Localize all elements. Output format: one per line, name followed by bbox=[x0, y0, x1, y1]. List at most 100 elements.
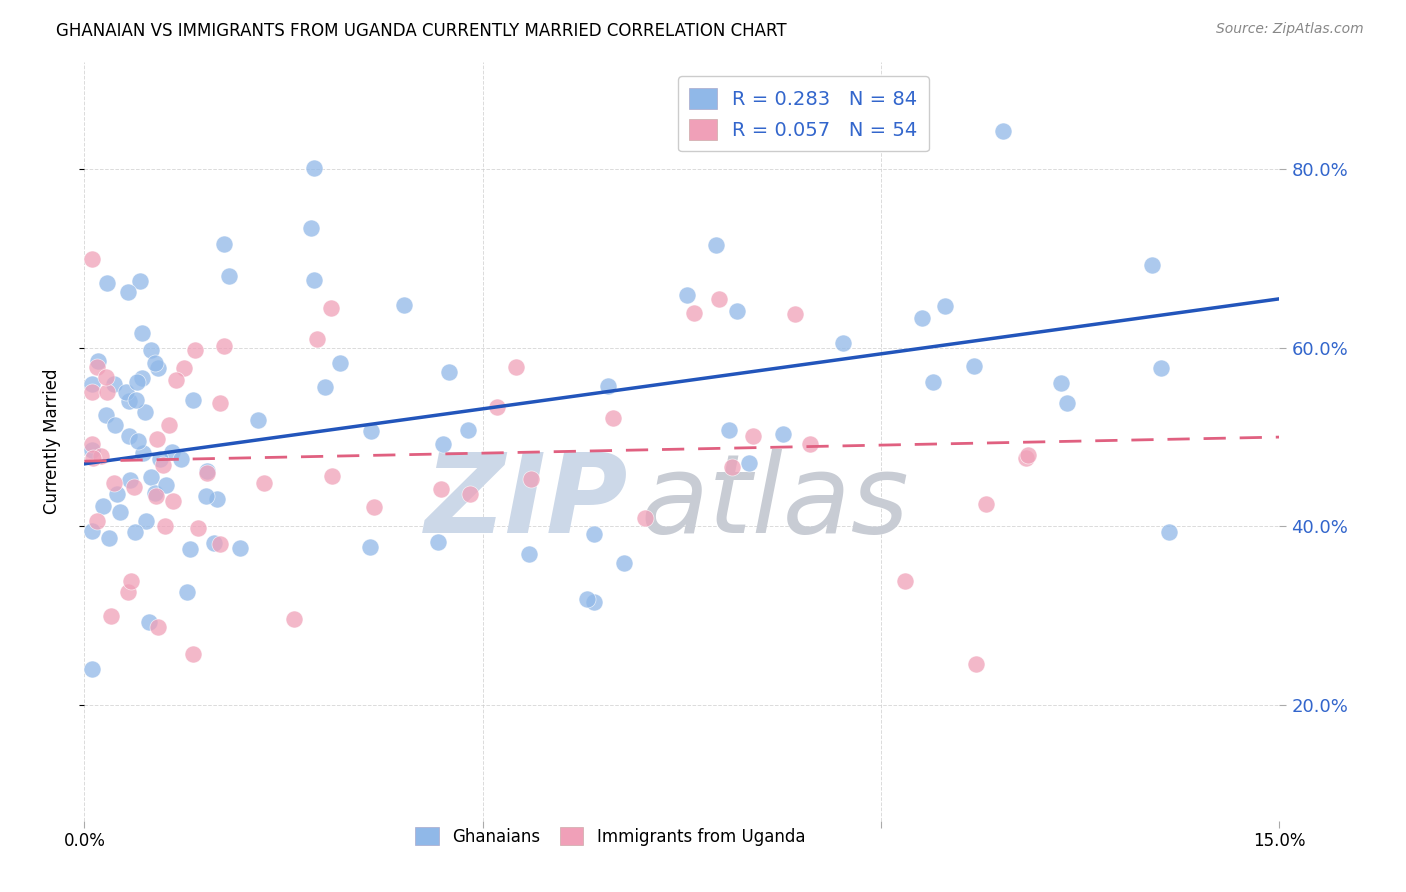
Point bbox=[82, 443, 104, 458]
Point bbox=[134, 404, 156, 418]
Point bbox=[1015, 450, 1038, 465]
Point bbox=[831, 336, 853, 351]
Point bbox=[162, 494, 184, 508]
Point bbox=[153, 519, 176, 533]
Point bbox=[202, 536, 225, 550]
Point bbox=[115, 385, 138, 400]
Point bbox=[148, 360, 170, 375]
Point bbox=[117, 429, 139, 443]
Point bbox=[965, 657, 987, 671]
Point bbox=[169, 451, 191, 466]
Point bbox=[146, 620, 169, 634]
Point bbox=[718, 423, 741, 437]
Legend: Ghanaians, Immigrants from Uganda: Ghanaians, Immigrants from Uganda bbox=[406, 819, 814, 854]
Point bbox=[721, 460, 744, 475]
Point bbox=[125, 376, 148, 390]
Point bbox=[155, 478, 177, 492]
Point bbox=[505, 360, 527, 375]
Point bbox=[181, 647, 204, 661]
Point bbox=[991, 124, 1014, 138]
Point bbox=[314, 380, 336, 394]
Point bbox=[86, 359, 108, 374]
Point bbox=[90, 450, 112, 464]
Point bbox=[209, 396, 232, 410]
Point bbox=[139, 469, 162, 483]
Point bbox=[772, 426, 794, 441]
Point bbox=[394, 298, 416, 312]
Point bbox=[359, 541, 381, 555]
Point bbox=[218, 268, 240, 283]
Point bbox=[319, 301, 342, 316]
Point bbox=[93, 500, 115, 514]
Point bbox=[82, 662, 104, 676]
Point bbox=[582, 527, 605, 541]
Point bbox=[143, 356, 166, 370]
Point bbox=[432, 437, 454, 451]
Point bbox=[922, 376, 945, 390]
Point bbox=[205, 492, 228, 507]
Point bbox=[962, 359, 984, 373]
Point bbox=[86, 514, 108, 528]
Point bbox=[179, 541, 201, 556]
Point bbox=[124, 392, 146, 407]
Point bbox=[253, 475, 276, 490]
Point bbox=[82, 385, 104, 400]
Point bbox=[105, 487, 128, 501]
Point bbox=[1140, 258, 1163, 272]
Point bbox=[82, 524, 104, 539]
Point bbox=[1017, 448, 1039, 462]
Point bbox=[363, 500, 385, 514]
Point bbox=[135, 514, 157, 528]
Y-axis label: Currently Married: Currently Married bbox=[42, 368, 60, 515]
Point bbox=[911, 310, 934, 325]
Point bbox=[160, 445, 183, 459]
Point bbox=[208, 537, 231, 551]
Point bbox=[96, 370, 118, 384]
Point bbox=[1150, 360, 1173, 375]
Point bbox=[184, 343, 207, 357]
Point bbox=[132, 446, 155, 460]
Point bbox=[430, 482, 453, 496]
Point bbox=[575, 591, 598, 606]
Point bbox=[100, 609, 122, 624]
Point bbox=[82, 437, 104, 451]
Point bbox=[194, 489, 217, 503]
Point bbox=[321, 469, 343, 483]
Point bbox=[96, 409, 118, 423]
Point bbox=[613, 557, 636, 571]
Point bbox=[583, 595, 606, 609]
Point bbox=[283, 612, 305, 626]
Point bbox=[738, 456, 761, 470]
Point bbox=[131, 326, 153, 340]
Point bbox=[520, 472, 543, 486]
Point bbox=[783, 307, 806, 321]
Text: Source: ZipAtlas.com: Source: ZipAtlas.com bbox=[1216, 22, 1364, 37]
Text: atlas: atlas bbox=[640, 449, 908, 556]
Point bbox=[117, 285, 139, 299]
Point bbox=[131, 371, 153, 385]
Point bbox=[173, 360, 195, 375]
Text: GHANAIAN VS IMMIGRANTS FROM UGANDA CURRENTLY MARRIED CORRELATION CHART: GHANAIAN VS IMMIGRANTS FROM UGANDA CURRE… bbox=[56, 22, 787, 40]
Point bbox=[741, 429, 763, 443]
Point bbox=[214, 338, 236, 352]
Point bbox=[634, 511, 657, 525]
Point bbox=[145, 490, 167, 504]
Point bbox=[704, 238, 727, 252]
Point bbox=[96, 384, 118, 399]
Point bbox=[104, 417, 127, 432]
Point bbox=[139, 343, 162, 358]
Point bbox=[138, 615, 160, 629]
Point bbox=[676, 288, 699, 302]
Point bbox=[103, 476, 125, 491]
Point bbox=[214, 237, 236, 252]
Point bbox=[302, 161, 325, 176]
Point bbox=[145, 432, 167, 446]
Point bbox=[596, 379, 619, 393]
Point bbox=[159, 417, 181, 432]
Point bbox=[110, 505, 132, 519]
Point bbox=[195, 467, 218, 481]
Point bbox=[1157, 525, 1180, 540]
Point bbox=[143, 486, 166, 500]
Point bbox=[96, 276, 118, 290]
Point bbox=[98, 531, 121, 545]
